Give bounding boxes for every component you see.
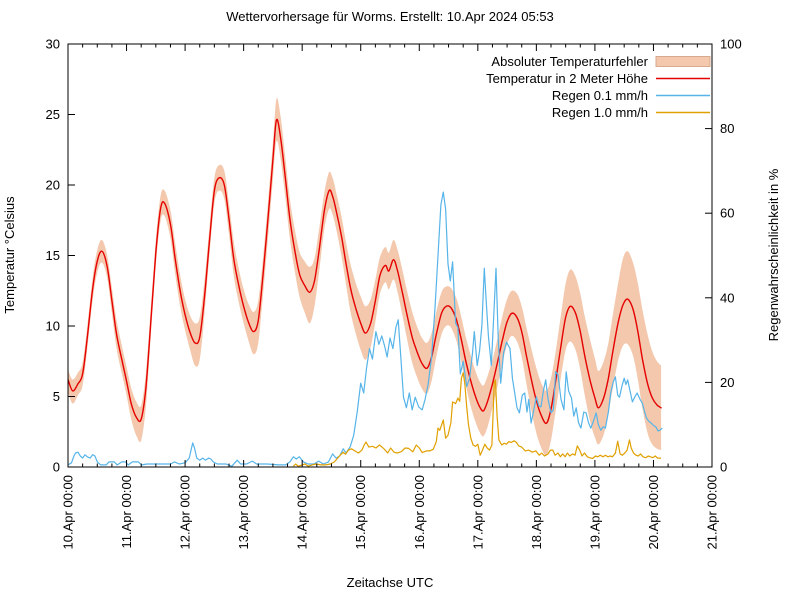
x-tick-label: 20.Apr 00:00 <box>646 475 661 549</box>
tick-labels: 0 5 10 15 20 25 30 0 20 40 60 80 100 10.Apr 00:00 11.A… <box>46 37 742 550</box>
x-tick-label: 15.Apr 00:00 <box>353 475 368 549</box>
y-left-tick-label: 20 <box>46 178 60 193</box>
x-tick-label: 16.Apr 00:00 <box>412 475 427 549</box>
y-left-tick-label: 10 <box>46 319 60 334</box>
temperature-line <box>68 118 662 425</box>
y-left-tick-label: 25 <box>46 107 60 122</box>
legend-label-rain01: Regen 0.1 mm/h <box>552 88 648 103</box>
y-right-tick-label: 20 <box>720 375 734 390</box>
series-layer <box>68 98 663 467</box>
x-tick-label: 13.Apr 00:00 <box>236 475 251 549</box>
y-left-axis-title: Temperatur °Celsius <box>2 196 17 314</box>
x-axis-title: Zeitachse UTC <box>347 575 434 590</box>
chart-title: Wettervorhersage für Worms. Erstellt: 10… <box>226 9 554 24</box>
legend-label-rain10: Regen 1.0 mm/h <box>552 105 648 120</box>
axes-and-ticks <box>67 43 713 468</box>
x-tick-label: 18.Apr 00:00 <box>529 475 544 549</box>
y-left-tick-label: 5 <box>53 389 60 404</box>
x-tick-label: 14.Apr 00:00 <box>295 475 310 549</box>
x-tick-label: 19.Apr 00:00 <box>587 475 602 549</box>
legend-label-temperature: Temperatur in 2 Meter Höhe <box>486 71 648 86</box>
rain01-line <box>68 191 663 467</box>
y-right-tick-label: 60 <box>720 206 734 221</box>
legend-samples <box>655 56 711 114</box>
y-left-tick-label: 0 <box>53 460 60 475</box>
legend-swatch-error-band <box>655 56 711 67</box>
y-right-tick-label: 40 <box>720 290 734 305</box>
y-left-tick-label: 30 <box>46 37 60 52</box>
rain10-line <box>292 372 662 467</box>
legend-label-error-band: Absoluter Temperaturfehler <box>491 54 648 69</box>
x-tick-label: 17.Apr 00:00 <box>470 475 485 549</box>
y-left-tick-label: 15 <box>46 248 60 263</box>
x-tick-label: 10.Apr 00:00 <box>61 475 76 549</box>
error-band-area <box>68 98 662 456</box>
y-right-tick-label: 80 <box>720 121 734 136</box>
x-tick-label: 11.Apr 00:00 <box>119 475 134 548</box>
y-right-tick-label: 100 <box>720 37 742 52</box>
x-tick-label: 12.Apr 00:00 <box>178 475 193 549</box>
y-right-tick-label: 0 <box>720 460 727 475</box>
x-tick-label: 21.Apr 00:00 <box>705 475 720 549</box>
y-right-axis-title: Regenwahrscheinlichkeit in % <box>766 168 781 341</box>
legend: Absoluter Temperaturfehler Temperatur in… <box>486 54 711 120</box>
